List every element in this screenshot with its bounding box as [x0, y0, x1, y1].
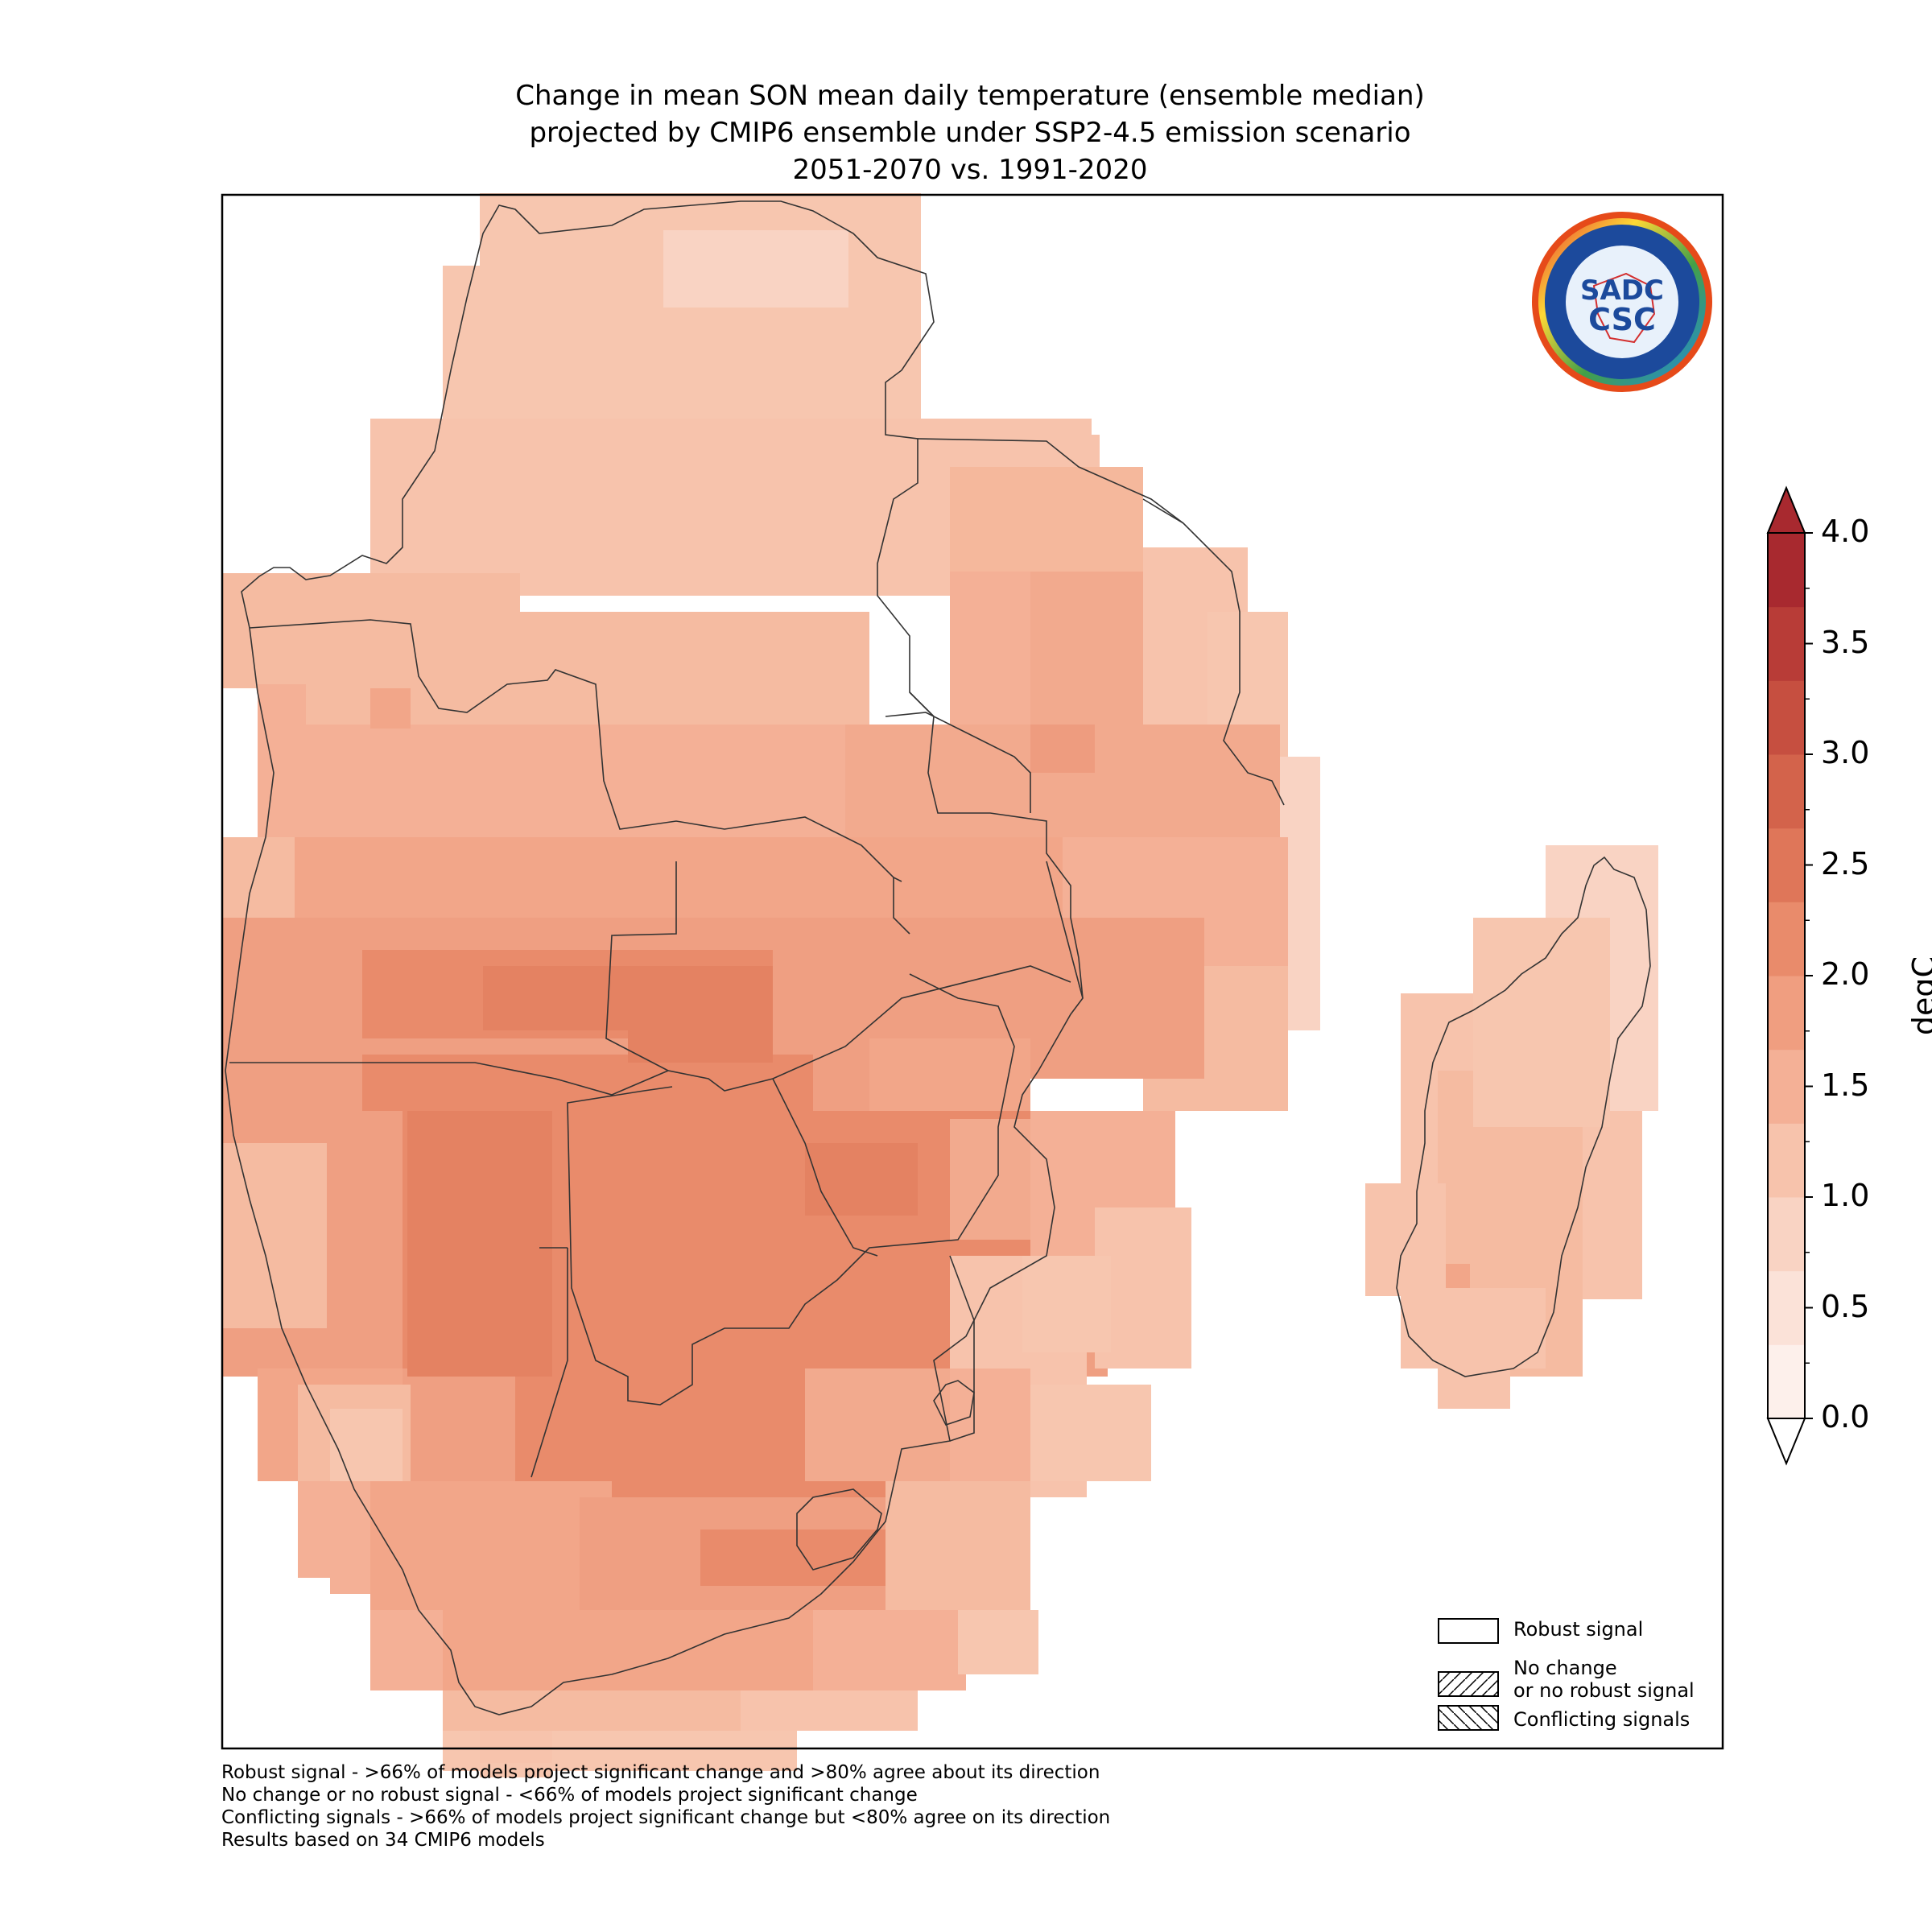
- colorbar-tick-label: 1.0: [1821, 1178, 1870, 1213]
- colorbar-extend-min: [1766, 1418, 1806, 1466]
- temperature-grid: [222, 193, 1658, 1777]
- legend-conflicting-swatch: [1438, 1705, 1499, 1731]
- legend-no-change-line-2: or no robust signal: [1513, 1679, 1695, 1702]
- legend-no-change-label: No change or no robust signal: [1513, 1657, 1695, 1702]
- footnote-4: Results based on 34 CMIP6 models: [221, 1830, 545, 1851]
- colorbar-tick-label: 3.5: [1821, 624, 1870, 660]
- footnotes: Robust signal - >66% of models project s…: [221, 1761, 1110, 1852]
- colorbar-segment: [1768, 680, 1805, 755]
- colorbar-tick-label: 2.0: [1821, 956, 1870, 992]
- colorbar-segment: [1768, 1123, 1805, 1198]
- legend-robust-label: Robust signal: [1513, 1618, 1644, 1641]
- colorbar-unit-label: degC: [1906, 956, 1932, 1036]
- colorbar-segment: [1768, 754, 1805, 829]
- colorbar-segment: [1768, 1344, 1805, 1419]
- colorbar-tick-label: 3.0: [1821, 735, 1870, 770]
- colorbar-segment: [1768, 1197, 1805, 1272]
- colorbar-tick-label: 4.0: [1821, 514, 1870, 549]
- logo-monogram-bottom: CSC: [1588, 302, 1656, 337]
- footnote-3: Conflicting signals - >66% of models pro…: [221, 1807, 1111, 1828]
- colorbar-segment: [1768, 1049, 1805, 1124]
- colorbar-tick-label: 1.5: [1821, 1067, 1870, 1103]
- colorbar-tick-label: 0.0: [1821, 1399, 1870, 1435]
- colorbar-tick-label: 0.5: [1821, 1288, 1870, 1324]
- sadc-csc-logo: SADC CSC: [1532, 212, 1712, 392]
- colorbar-extend-max: [1766, 485, 1806, 534]
- colorbar-tick-label: 2.5: [1821, 845, 1870, 881]
- colorbar-segment: [1768, 902, 1805, 976]
- legend-no-change-line-1: No change: [1513, 1657, 1617, 1679]
- legend-conflicting-label: Conflicting signals: [1513, 1708, 1690, 1731]
- hatching-legend: Robust signal No change or no robust sig…: [1513, 1618, 1787, 1742]
- plot-frame: [221, 193, 1724, 1750]
- colorbar: [1766, 485, 1813, 1466]
- chart-title: Change in mean SON mean daily temperatur…: [221, 77, 1719, 188]
- logo-monogram-top: SADC: [1580, 275, 1664, 307]
- title-line-3: 2051-2070 vs. 1991-2020: [792, 154, 1148, 186]
- legend-no-change-swatch: [1438, 1671, 1499, 1697]
- legend-robust-swatch: [1438, 1618, 1499, 1644]
- footnote-2: No change or no robust signal - <66% of …: [221, 1785, 918, 1806]
- colorbar-segment: [1768, 533, 1805, 608]
- footnote-1: Robust signal - >66% of models project s…: [221, 1762, 1100, 1783]
- colorbar-segment: [1768, 606, 1805, 681]
- country-borders: [225, 200, 1651, 1715]
- colorbar-segment: [1768, 976, 1805, 1051]
- title-line-1: Change in mean SON mean daily temperatur…: [515, 80, 1425, 112]
- colorbar-segment: [1768, 828, 1805, 902]
- colorbar-segment: [1768, 1270, 1805, 1345]
- title-line-2: projected by CMIP6 ensemble under SSP2-4…: [529, 117, 1411, 149]
